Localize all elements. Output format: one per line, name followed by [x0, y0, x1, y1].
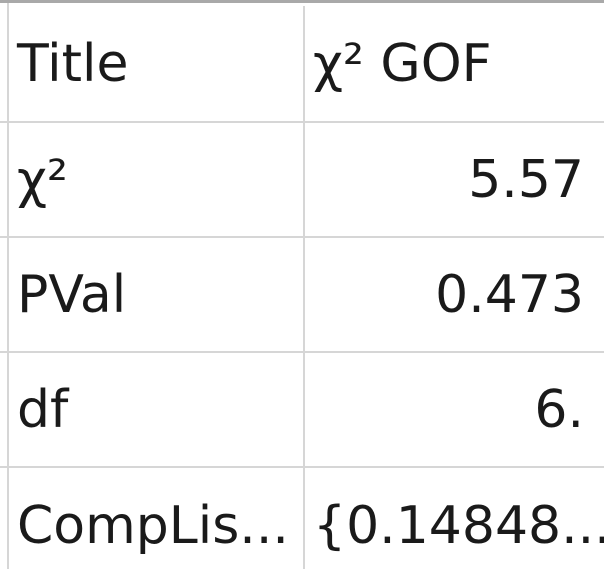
- result-value-cell[interactable]: 5.57: [468, 149, 584, 210]
- result-name-cell[interactable]: PVal: [9, 238, 305, 351]
- result-value-cell[interactable]: χ² GOF: [313, 33, 492, 94]
- table-row-chi-square[interactable]: χ² 5.57: [0, 123, 604, 238]
- result-value-cell[interactable]: 6.: [534, 379, 584, 440]
- result-value-cell[interactable]: 0.473: [435, 264, 584, 325]
- table-row-complist[interactable]: CompLis... {0.14848...: [0, 468, 604, 569]
- row-header-gutter: [0, 3, 9, 569]
- result-value-cell[interactable]: {0.14848...: [313, 496, 604, 556]
- table-row-df[interactable]: df 6.: [0, 353, 604, 468]
- result-name-cell[interactable]: df: [9, 353, 305, 466]
- result-name-cell[interactable]: χ²: [9, 123, 305, 236]
- table-row-pval[interactable]: PVal 0.473: [0, 238, 604, 353]
- result-name-cell[interactable]: Title: [9, 6, 305, 121]
- result-name-cell[interactable]: CompLis...: [9, 468, 305, 569]
- table-row-title[interactable]: Title χ² GOF: [0, 6, 604, 123]
